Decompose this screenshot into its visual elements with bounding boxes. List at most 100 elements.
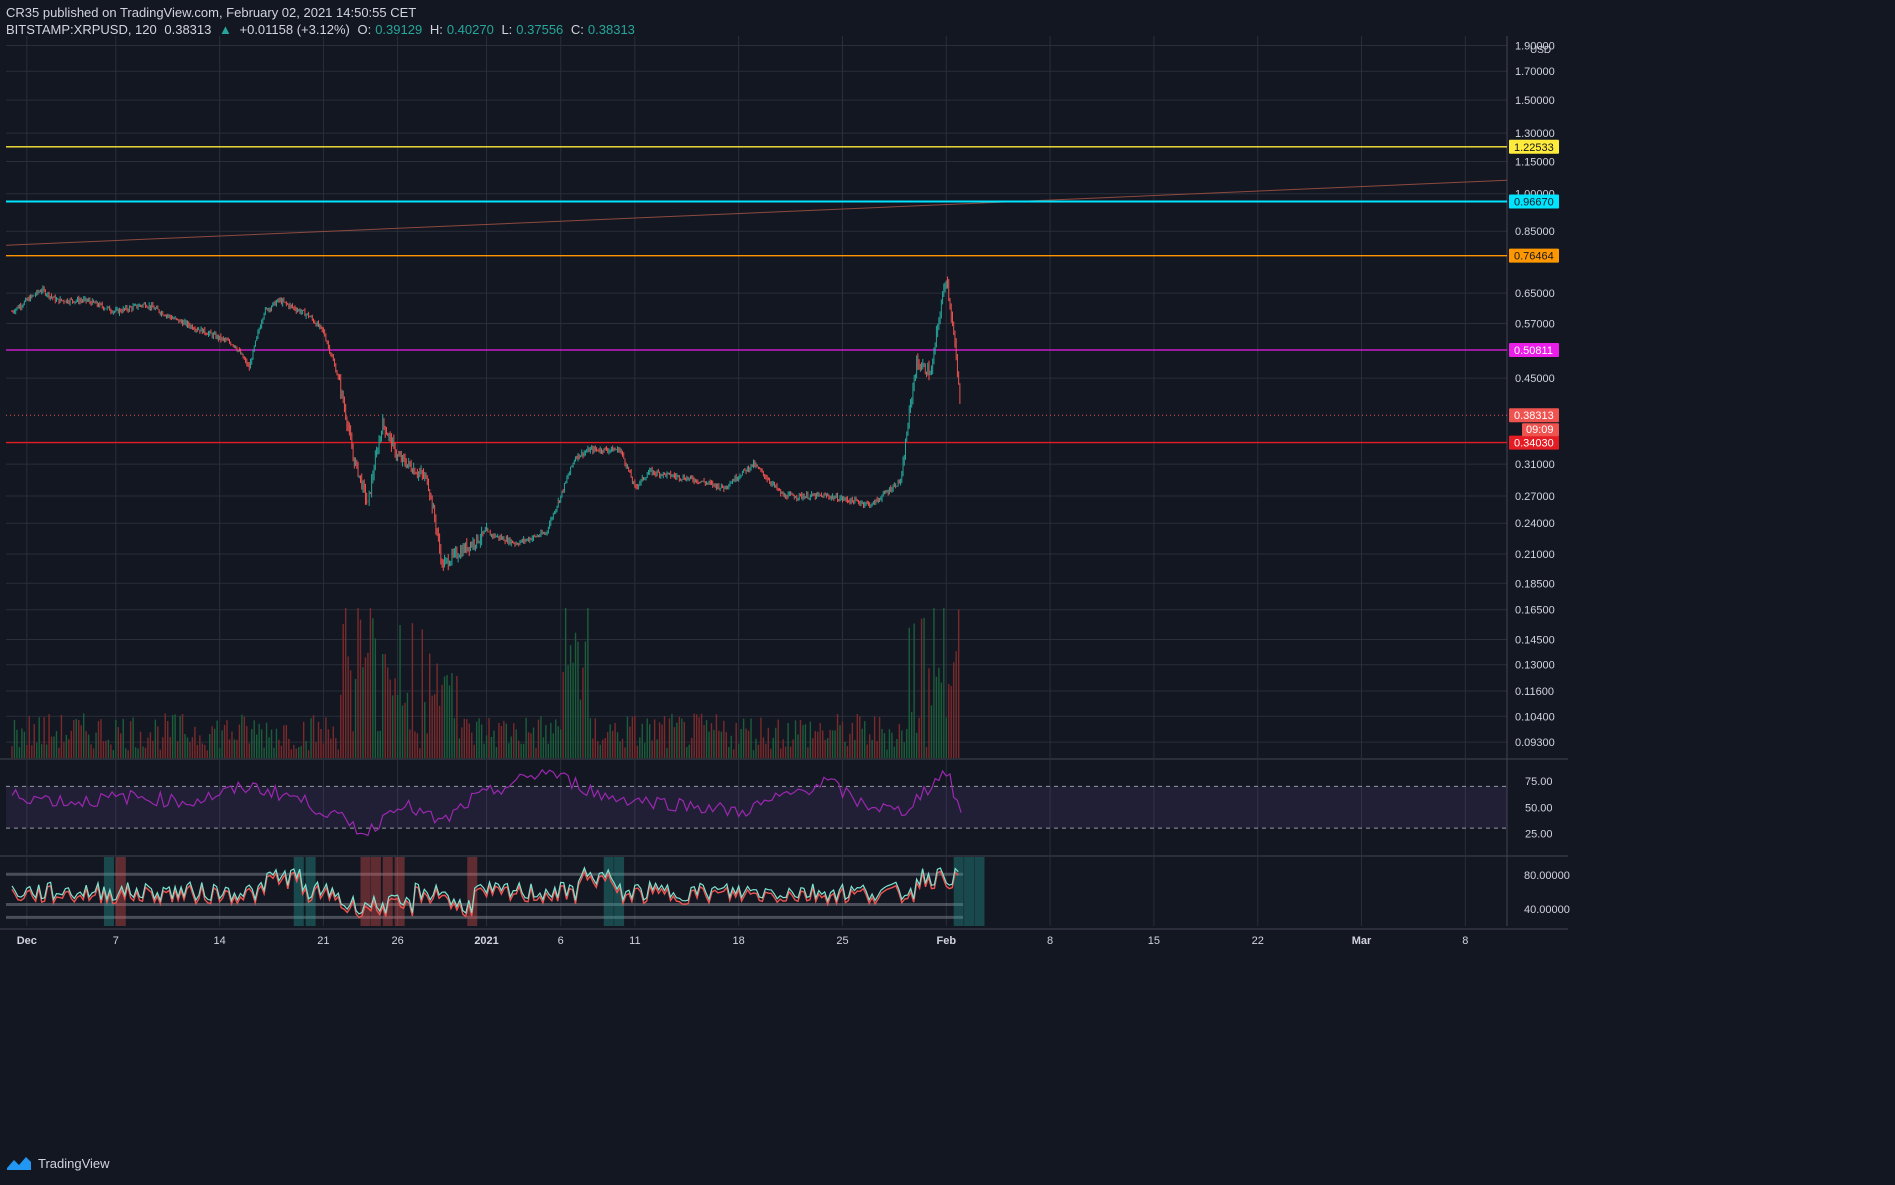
time-tick-label: 22: [1252, 935, 1264, 947]
price-tick-label: 0.13000: [1515, 660, 1555, 672]
osc-highlight: [603, 857, 614, 926]
countdown-label: 09:09: [1526, 424, 1554, 436]
trendline: [5, 179, 1508, 246]
price-tick-label: 0.09300: [1515, 737, 1555, 749]
countdown-tag: [1522, 423, 1559, 437]
time-tick-label: 6: [558, 935, 564, 947]
osc-signal-line: [11, 869, 959, 919]
price-change: +0.01158 (+3.12%): [239, 22, 350, 37]
price-tick-label: 0.10400: [1515, 711, 1555, 723]
oscillator-pane: [6, 857, 985, 926]
osc-highlight: [964, 857, 975, 926]
high-value: 0.40270: [446, 22, 494, 37]
tradingview-brand: TradingView: [38, 1155, 110, 1171]
level-price-label: 0.96670: [1514, 197, 1554, 209]
osc-tick-label: 40.00000: [1524, 904, 1570, 916]
time-tick-label: 18: [733, 935, 745, 947]
price-tick-label: 1.90000: [1515, 41, 1555, 53]
osc-tick-label: 80.00000: [1524, 870, 1570, 882]
price-tick-label: 0.18500: [1515, 578, 1555, 590]
price-axis[interactable]: 1.900001.700001.500001.300001.150001.000…: [1509, 41, 1570, 916]
close-label: C:: [570, 22, 584, 37]
price-tick-label: 0.65000: [1515, 288, 1555, 300]
high-label: H:: [429, 22, 443, 37]
osc-highlight: [467, 857, 478, 926]
price-tick-label: 1.15000: [1515, 156, 1555, 168]
price-tick-label: 0.57000: [1515, 318, 1555, 330]
volume-bars: [11, 608, 960, 758]
chart-header: CR35 published on TradingView.com, Febru…: [6, 4, 639, 38]
time-tick-label: 7: [113, 935, 119, 947]
time-tick-label: 8: [1462, 935, 1468, 947]
time-tick-label: 26: [391, 935, 403, 947]
osc-highlight: [293, 857, 304, 926]
osc-highlight: [974, 857, 985, 926]
time-tick-label: Mar: [1352, 935, 1372, 947]
last-price-label: 0.38313: [1514, 410, 1554, 422]
time-tick-label: 2021: [474, 935, 498, 947]
rsi-band: [6, 786, 1507, 829]
currency-label: USD: [1530, 45, 1551, 56]
osc-highlight: [305, 857, 316, 926]
price-tick-label: 0.14500: [1515, 635, 1555, 647]
low-value: 0.37556: [516, 22, 564, 37]
last-price-tag: [1509, 408, 1559, 423]
osc-line: [11, 866, 959, 915]
osc-highlight: [614, 857, 625, 926]
level-price-tag: [1509, 248, 1559, 263]
level-price-label: 1.22533: [1514, 142, 1554, 154]
tradingview-logo-icon: [7, 1157, 31, 1170]
open-label: O:: [357, 22, 372, 37]
time-tick-label: Dec: [17, 935, 37, 947]
osc-highlight: [370, 857, 381, 926]
price-tick-label: 0.85000: [1515, 226, 1555, 238]
open-value: 0.39129: [375, 22, 423, 37]
price-tick-label: 0.31000: [1515, 459, 1555, 471]
level-price-label: 0.50811: [1514, 345, 1553, 357]
time-tick-label: Feb: [937, 935, 957, 947]
low-label: L:: [501, 22, 513, 37]
symbol-name[interactable]: BITSTAMP:XRPUSD, 120: [6, 22, 157, 37]
osc-highlight: [394, 857, 405, 926]
osc-highlight: [382, 857, 393, 926]
price-tick-label: 0.27000: [1515, 491, 1555, 503]
ascending-trendline: [5, 179, 1508, 246]
osc-highlight: [360, 857, 371, 926]
level-price-tag: [1509, 194, 1559, 209]
time-tick-label: 15: [1148, 935, 1160, 947]
time-tick-label: 8: [1047, 935, 1053, 947]
price-tick-label: 0.16500: [1515, 605, 1555, 617]
symbol-info-line: BITSTAMP:XRPUSD, 120 0.38313 ▲ +0.01158 …: [6, 21, 639, 38]
price-tick-label: 1.30000: [1515, 128, 1555, 140]
rsi-tick-label: 25.00: [1525, 828, 1553, 840]
rsi-tick-label: 50.00: [1525, 802, 1553, 814]
price-tick-label: 0.24000: [1515, 518, 1555, 530]
price-tick-label: 0.45000: [1515, 373, 1555, 385]
time-axis[interactable]: Dec 7 14 21 26 2021 6 11 18 25 Feb 8 15 22 Mar 8: [17, 935, 1469, 947]
osc-highlight: [953, 857, 964, 926]
rsi-pane: [6, 768, 1507, 837]
rsi-tick-label: 75.00: [1525, 776, 1553, 788]
time-tick-label: 25: [836, 935, 848, 947]
last-price: 0.38313: [164, 22, 212, 37]
level-price-tag: [1509, 139, 1559, 154]
close-value: 0.38313: [587, 22, 635, 37]
time-tick-label: 21: [317, 935, 329, 947]
level-price-label: 0.76464: [1514, 251, 1554, 263]
horizontal-levels: [6, 146, 1507, 444]
price-tick-label: 1.50000: [1515, 95, 1555, 107]
rsi-line: [11, 768, 962, 837]
time-tick-label: 11: [629, 935, 640, 947]
level-price-tag: [1509, 435, 1559, 450]
time-tick-label: 14: [213, 935, 225, 947]
price-tick-label: 0.21000: [1515, 549, 1555, 561]
candles: [11, 276, 961, 571]
price-tick-label: 1.70000: [1515, 66, 1555, 78]
publish-info: CR35 published on TradingView.com, Febru…: [6, 5, 417, 20]
level-price-label: 0.34030: [1514, 438, 1554, 450]
level-price-tag: [1509, 343, 1559, 358]
change-up-icon: ▲: [219, 22, 232, 37]
footer: TradingView: [6, 1155, 110, 1171]
price-tick-label: 0.11600: [1515, 686, 1554, 698]
